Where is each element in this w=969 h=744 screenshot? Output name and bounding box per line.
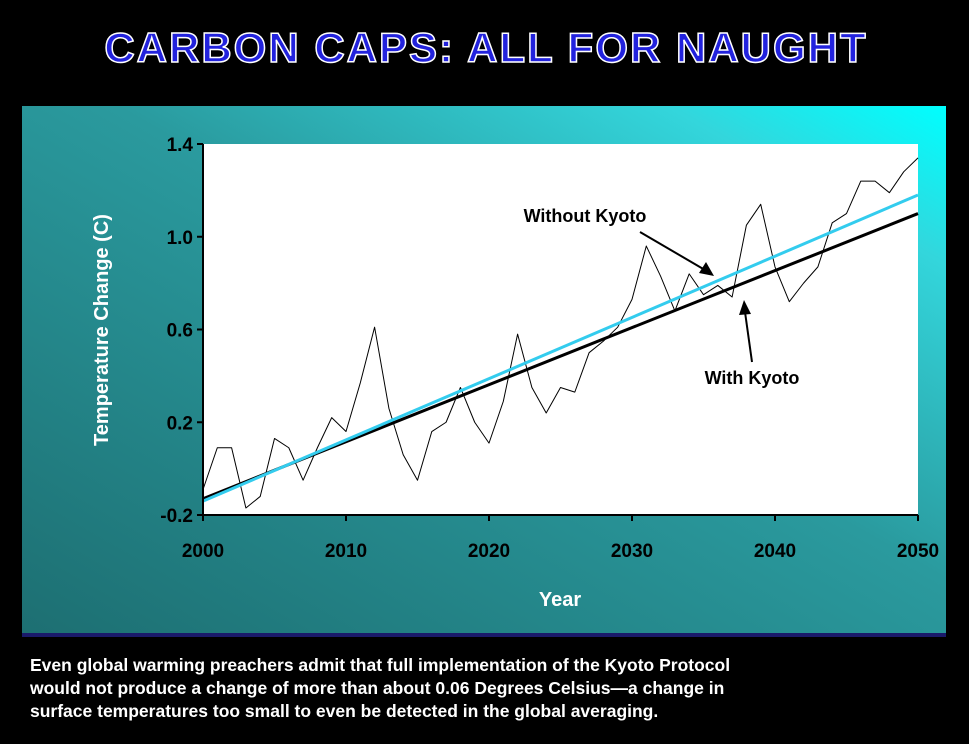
line (202, 193, 919, 503)
y-tick-label: 0.2 (167, 413, 193, 434)
y-axis-label: Temperature Change (C) (91, 214, 113, 446)
y-tick-label: 1.4 (167, 135, 194, 156)
annotation-arrow (639, 231, 714, 276)
y-tick-label: 0.6 (167, 321, 193, 342)
caption-line: surface temperatures too small to even b… (30, 701, 659, 721)
x-tick-label: 2050 (897, 541, 939, 562)
plot-area (203, 144, 918, 515)
x-tick-label: 2010 (325, 541, 367, 562)
title: CARBON CAPS: ALL FOR NAUGHT (104, 24, 867, 71)
x-tick-label: 2020 (468, 541, 510, 562)
y-tick-label: 1.0 (167, 228, 193, 249)
panel-shadow (22, 633, 946, 637)
annotation: With Kyoto (705, 368, 800, 388)
x-tick-label: 2000 (182, 541, 224, 562)
y-tick-label: -0.2 (160, 506, 193, 527)
x-tick-label: 2030 (611, 541, 653, 562)
annotation: Without Kyoto (524, 206, 647, 226)
caption: Even global warming preachers admit that… (30, 654, 950, 723)
x-axis-label: Year (539, 589, 581, 611)
line (202, 157, 919, 509)
caption-line: Even global warming preachers admit that… (30, 655, 731, 675)
x-tick-label: 2040 (754, 541, 796, 562)
caption-line: would not produce a change of more than … (30, 678, 725, 698)
annotation-arrow (739, 300, 753, 363)
